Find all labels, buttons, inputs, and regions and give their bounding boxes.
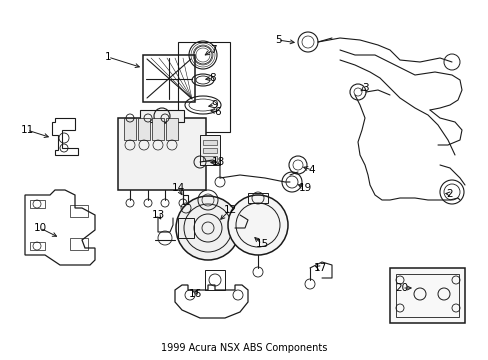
Bar [203, 148, 217, 153]
Text: 16: 16 [188, 289, 201, 299]
Text: 20: 20 [395, 283, 408, 293]
Circle shape [176, 196, 240, 260]
Text: 6: 6 [214, 107, 221, 117]
Bar [165, 118, 178, 140]
Circle shape [227, 195, 287, 255]
Bar [70, 205, 88, 217]
Text: 14: 14 [171, 183, 184, 193]
Bar [203, 156, 217, 161]
Bar [124, 118, 136, 140]
Bar [142, 55, 195, 102]
Bar [395, 274, 458, 317]
Bar [118, 118, 205, 190]
Bar [203, 140, 217, 145]
Bar [152, 118, 163, 140]
Text: 11: 11 [20, 125, 34, 135]
Bar [30, 200, 45, 208]
Bar [389, 268, 464, 323]
Bar [178, 42, 229, 132]
Text: 1999 Acura NSX ABS Components: 1999 Acura NSX ABS Components [161, 343, 327, 353]
Text: 3: 3 [361, 83, 367, 93]
Bar [204, 270, 224, 290]
Text: 15: 15 [255, 239, 268, 249]
Bar [70, 238, 88, 250]
Bar [138, 118, 150, 140]
Text: 13: 13 [151, 210, 164, 220]
Text: 5: 5 [274, 35, 281, 45]
Text: 10: 10 [33, 223, 46, 233]
Bar [178, 218, 194, 238]
Text: 18: 18 [211, 157, 224, 167]
Text: 12: 12 [223, 205, 236, 215]
Text: 2: 2 [446, 189, 452, 199]
Text: 8: 8 [209, 73, 216, 83]
Bar [200, 135, 220, 165]
Bar [30, 242, 45, 250]
Text: 7: 7 [209, 45, 216, 55]
Text: 17: 17 [313, 263, 326, 273]
Text: 1: 1 [104, 52, 111, 62]
Bar [247, 193, 267, 203]
Text: 19: 19 [298, 183, 311, 193]
Text: 9: 9 [211, 100, 218, 110]
Bar [140, 110, 183, 122]
Text: 4: 4 [308, 165, 315, 175]
